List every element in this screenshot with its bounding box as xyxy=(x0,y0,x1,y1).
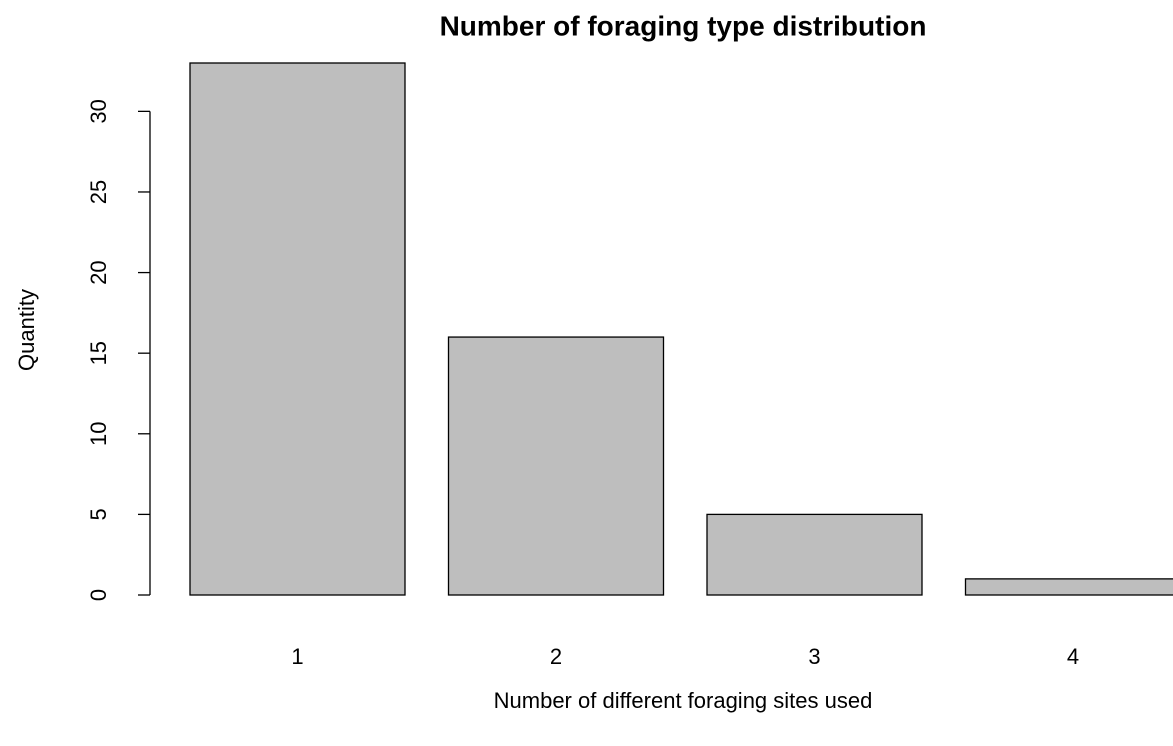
y-tick-label: 30 xyxy=(86,99,111,123)
bar xyxy=(189,62,406,596)
x-tick-label: 1 xyxy=(291,644,303,669)
chart-title: Number of foraging type distribution xyxy=(440,10,927,41)
y-tick-label: 0 xyxy=(86,589,111,601)
x-tick-label: 4 xyxy=(1067,644,1079,669)
x-tick-label: 3 xyxy=(808,644,820,669)
x-tick-label: 2 xyxy=(550,644,562,669)
x-axis-label: Number of different foraging sites used xyxy=(494,688,873,713)
y-tick-label: 5 xyxy=(86,508,111,520)
y-tick-label: 25 xyxy=(86,180,111,204)
bar xyxy=(447,336,665,596)
bar xyxy=(964,578,1173,596)
y-tick-label: 20 xyxy=(86,260,111,284)
bar xyxy=(706,513,923,596)
y-tick-label: 10 xyxy=(86,422,111,446)
y-tick-label: 15 xyxy=(86,341,111,365)
y-axis-label: Quantity xyxy=(14,289,39,371)
